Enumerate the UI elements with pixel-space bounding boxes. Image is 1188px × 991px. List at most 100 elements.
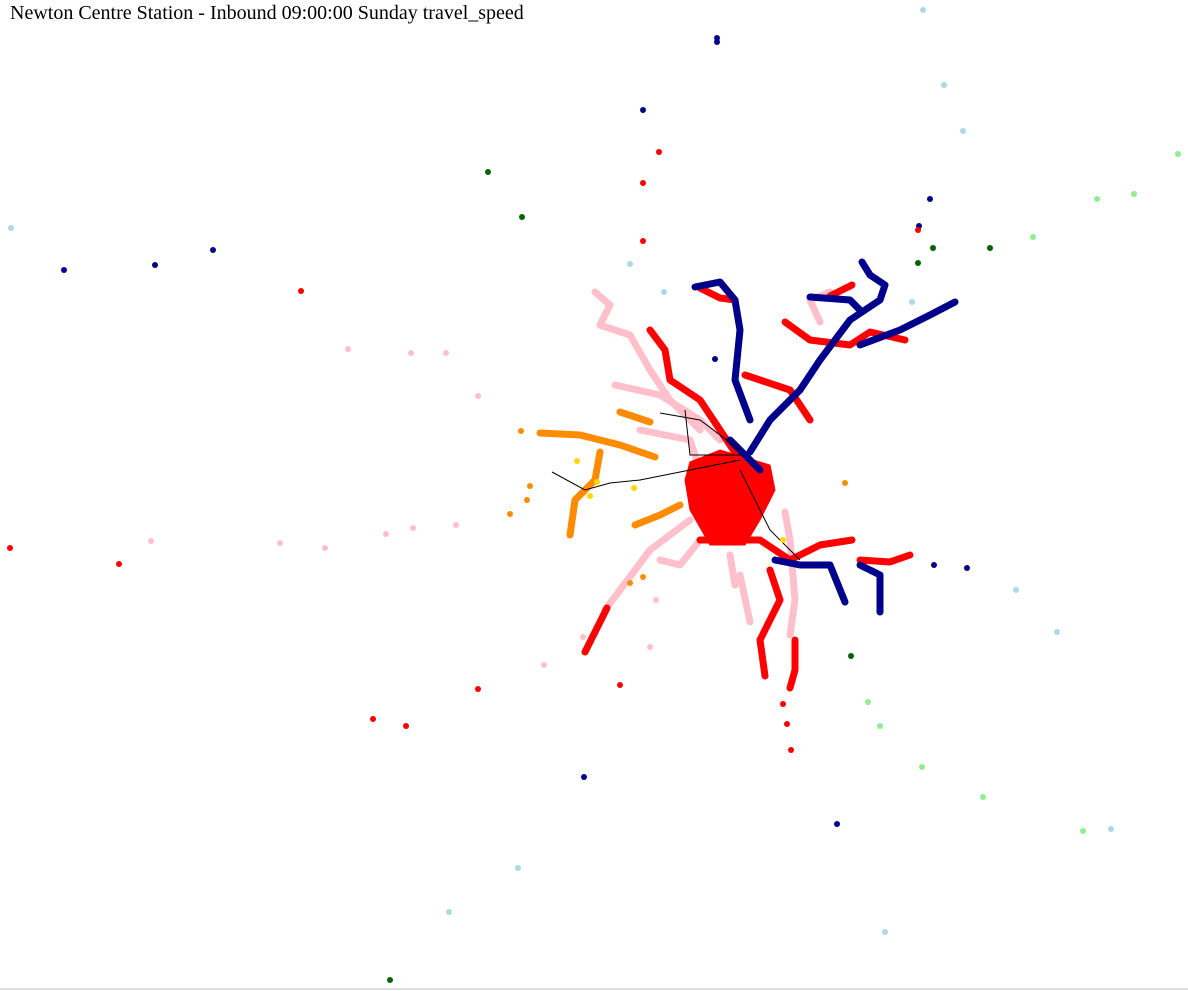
route-trail <box>581 604 611 656</box>
route-trail <box>646 326 744 464</box>
stop-dot <box>322 545 328 551</box>
route-trail <box>826 281 856 300</box>
stop-dot <box>1054 629 1060 635</box>
stop-dot <box>980 794 986 800</box>
stop-dot <box>370 716 376 722</box>
stop-dot <box>915 227 921 233</box>
stop-dot <box>834 821 840 827</box>
route-trail <box>611 381 724 444</box>
stop-dot <box>594 479 600 485</box>
route-trail <box>616 408 654 426</box>
stop-dot <box>515 865 521 871</box>
stop-dot <box>1108 826 1114 832</box>
stop-dot <box>519 214 525 220</box>
route-trail <box>806 293 864 314</box>
stop-dot <box>647 644 653 650</box>
isolated-stops <box>7 7 1181 983</box>
route-trail <box>684 409 740 456</box>
stop-dot <box>345 346 351 352</box>
route-trail <box>536 429 659 461</box>
stop-dot <box>383 531 389 537</box>
stop-dot <box>788 747 794 753</box>
stop-dot <box>780 701 786 707</box>
stop-dot <box>277 540 283 546</box>
stop-dot <box>617 682 623 688</box>
stop-dot <box>446 909 452 915</box>
route-trail <box>771 556 849 606</box>
stop-dot <box>931 562 937 568</box>
route-trail <box>856 561 884 616</box>
stop-dot <box>784 721 790 727</box>
map-title: Newton Centre Station - Inbound 09:00:00… <box>10 2 524 24</box>
route-trail <box>741 371 814 424</box>
route-trail <box>856 298 959 349</box>
stop-dot <box>631 485 637 491</box>
route-trail <box>631 501 684 529</box>
stop-dot <box>298 288 304 294</box>
stop-dot <box>1080 828 1086 834</box>
stop-dot <box>443 350 449 356</box>
route-trail <box>781 508 799 639</box>
stop-dot <box>909 299 915 305</box>
route-trail <box>726 551 739 589</box>
route-trail <box>601 516 694 614</box>
stop-dot <box>210 247 216 253</box>
stop-dot <box>475 393 481 399</box>
route-trail <box>684 449 776 546</box>
stop-dot <box>627 261 633 267</box>
trails <box>536 258 959 692</box>
network-lines <box>551 409 801 561</box>
stop-dot <box>524 497 530 503</box>
stop-dot <box>475 686 481 692</box>
stop-dot <box>640 180 646 186</box>
stop-dot <box>527 483 533 489</box>
stop-dot <box>116 561 122 567</box>
stop-dot <box>865 699 871 705</box>
stop-dot <box>919 764 925 770</box>
route-trail <box>551 459 741 491</box>
stop-dot <box>915 260 921 266</box>
route-trail <box>566 448 604 539</box>
stop-dot <box>987 245 993 251</box>
stop-dot <box>1030 234 1036 240</box>
stop-dot <box>507 511 513 517</box>
stop-dot <box>1013 587 1019 593</box>
stop-dot <box>714 39 720 45</box>
stop-dot <box>8 225 14 231</box>
route-trail <box>726 436 764 474</box>
stop-dot <box>403 723 409 729</box>
route-trail <box>786 636 799 692</box>
stop-dot <box>640 238 646 244</box>
stop-dot <box>627 580 633 586</box>
route-trail <box>736 571 754 626</box>
stop-dot <box>580 634 586 640</box>
stop-dot <box>653 597 659 603</box>
stop-dot <box>842 480 848 486</box>
stop-dot <box>960 128 966 134</box>
stop-dot <box>877 723 883 729</box>
stop-dot <box>848 653 854 659</box>
stop-dot <box>587 493 593 499</box>
stop-dot <box>661 289 667 295</box>
stop-dot <box>1175 151 1181 157</box>
red-trails <box>581 281 914 692</box>
stop-dot <box>656 149 662 155</box>
stop-dot <box>1131 191 1137 197</box>
stop-dot <box>581 774 587 780</box>
navy-trails <box>691 258 959 616</box>
route-trail <box>746 258 889 456</box>
route-trail <box>856 551 914 566</box>
stop-dot <box>1094 196 1100 202</box>
stop-dot <box>410 525 416 531</box>
stop-dot <box>640 574 646 580</box>
stop-dot <box>941 82 947 88</box>
route-trail <box>756 566 784 680</box>
stop-dot <box>7 545 13 551</box>
stop-dot <box>927 196 933 202</box>
stop-dot <box>712 356 718 362</box>
stop-dot <box>408 350 414 356</box>
route-trail <box>691 278 754 424</box>
stop-dot <box>574 458 580 464</box>
stop-dot <box>964 565 970 571</box>
